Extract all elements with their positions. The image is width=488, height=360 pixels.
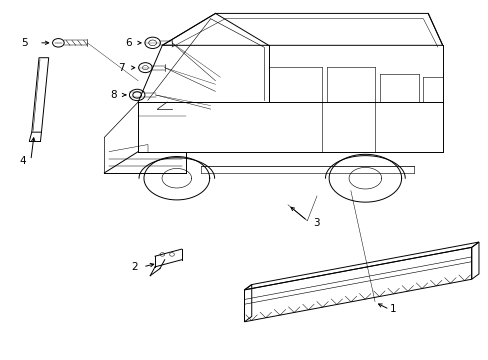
Text: 1: 1 <box>389 304 395 314</box>
Text: 4: 4 <box>20 156 26 166</box>
Text: 8: 8 <box>110 90 117 100</box>
Text: 5: 5 <box>21 38 28 48</box>
Text: 3: 3 <box>312 218 319 228</box>
Text: 2: 2 <box>131 262 137 272</box>
Text: 7: 7 <box>118 63 125 73</box>
Text: 6: 6 <box>125 38 131 48</box>
